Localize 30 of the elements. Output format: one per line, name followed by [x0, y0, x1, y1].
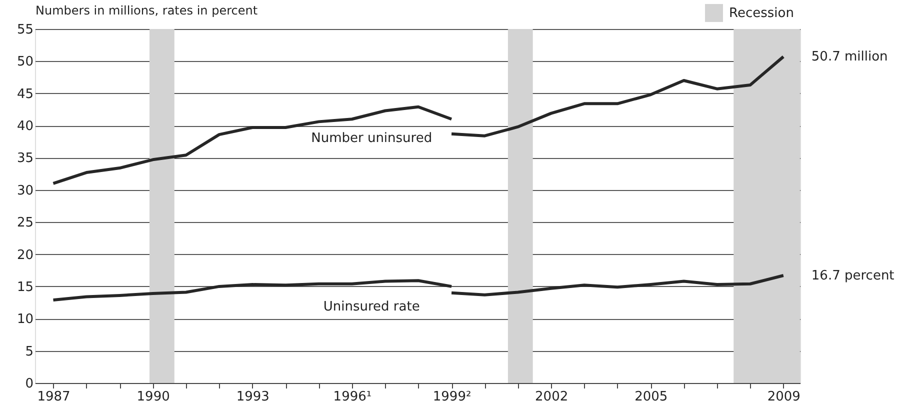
- y-tick-label: 35: [16, 151, 34, 166]
- legend-label: Recession: [729, 6, 794, 21]
- annotation: Uninsured rate: [323, 299, 420, 314]
- x-tick-label: 2009: [767, 390, 800, 404]
- y-tick-label: 15: [16, 280, 34, 295]
- y-tick-label: 25: [16, 216, 34, 231]
- y-tick-label: 30: [16, 183, 34, 198]
- y-tick-label: 5: [25, 344, 34, 360]
- y-axis-title: Numbers in millions, rates in percent: [36, 4, 258, 18]
- y-tick-label: 50: [16, 54, 34, 70]
- x-tick-label: 1990: [136, 390, 170, 404]
- y-tick-label: 40: [16, 119, 34, 134]
- x-tick-label: 1999²: [432, 390, 472, 404]
- line-series: [52, 105, 454, 185]
- x-tick-label: 1987: [37, 390, 70, 404]
- y-tick-label: 20: [16, 248, 34, 263]
- y-tick-label: 45: [16, 86, 34, 102]
- y-tick-label: 10: [16, 312, 34, 328]
- annotation: 50.7 million: [811, 50, 888, 65]
- x-tick-label: 2005: [634, 390, 668, 404]
- line-series: [450, 55, 785, 138]
- y-tick-label: 0: [25, 376, 34, 392]
- annotation: Number uninsured: [311, 131, 432, 146]
- line-series: [450, 274, 785, 296]
- line-series: [52, 279, 454, 302]
- x-tick-label: 2002: [535, 390, 568, 404]
- x-tick-label: 1996¹: [333, 390, 372, 404]
- annotation: 16.7 percent: [811, 268, 894, 284]
- y-tick-label: 55: [16, 22, 34, 38]
- x-tick-label: 1993: [236, 390, 270, 404]
